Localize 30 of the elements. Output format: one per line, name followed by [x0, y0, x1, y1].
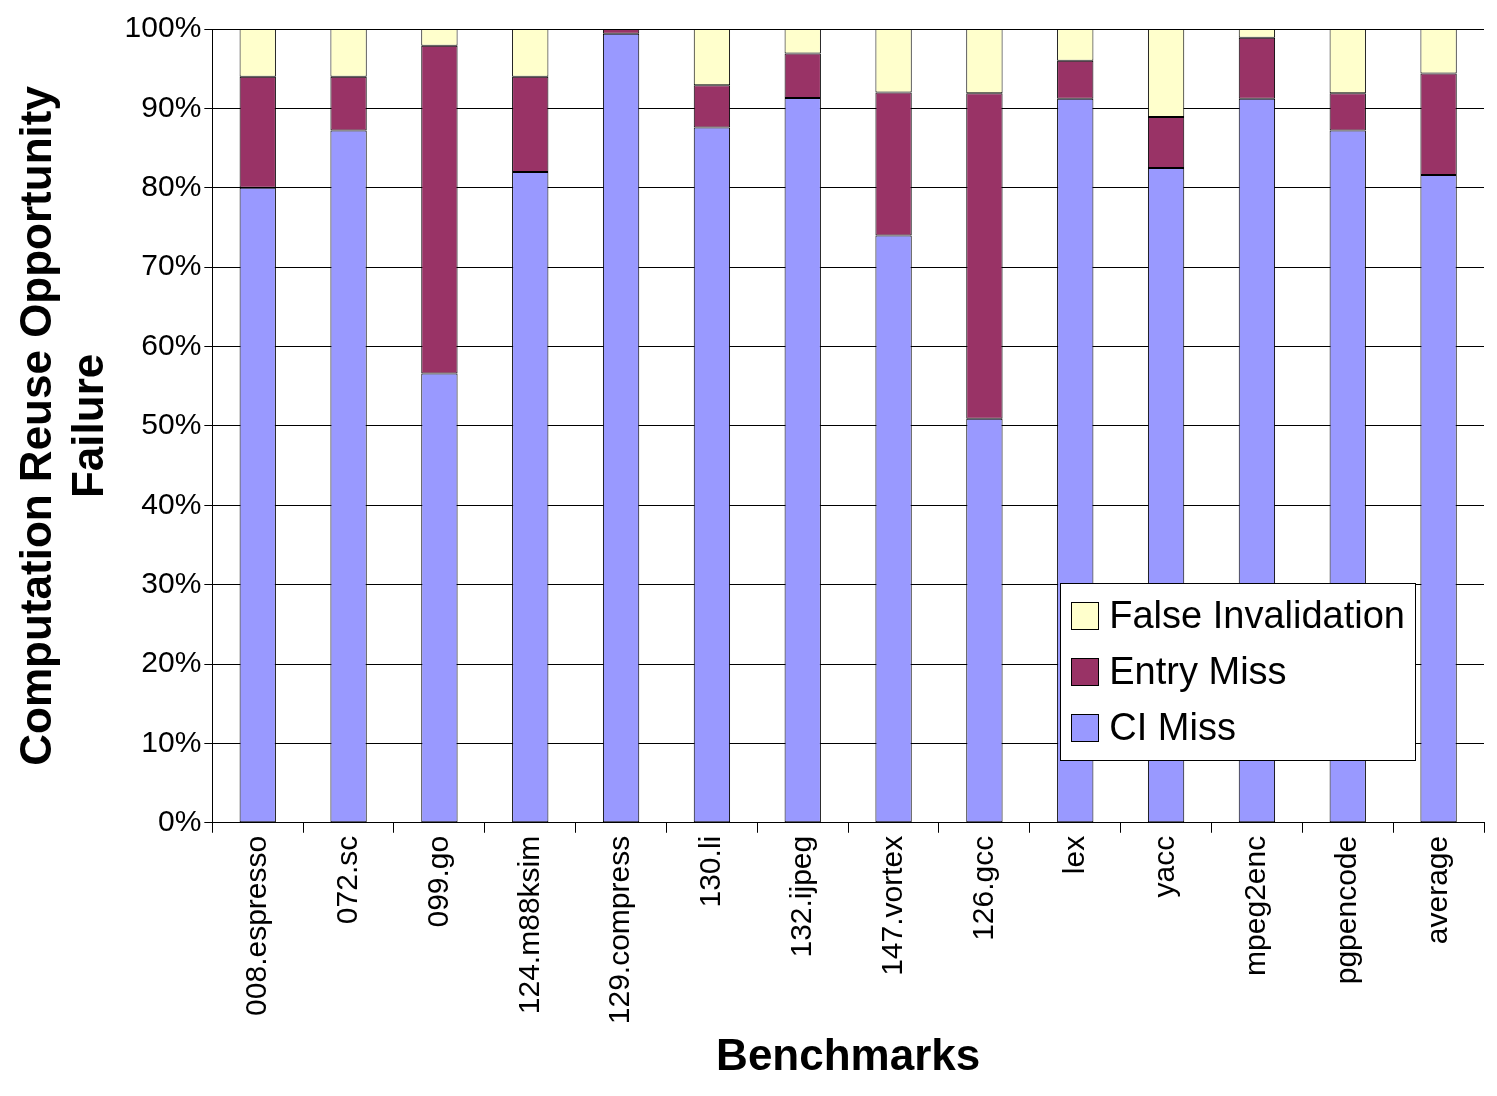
y-tick-label: 0% — [157, 804, 202, 838]
x-tick-label: 147.vortex — [874, 835, 908, 976]
x-tick-label: average — [1419, 835, 1453, 945]
legend-label: Entry Miss — [1109, 650, 1287, 694]
x-tick-label: 072.sc — [329, 835, 363, 925]
y-tick-label: 20% — [141, 645, 202, 679]
y-tick-label: 10% — [141, 724, 202, 758]
y-tick-label: 40% — [141, 486, 202, 520]
x-tick-label: 132.ijpeg — [784, 835, 818, 958]
y-tick-label: 100% — [124, 10, 202, 44]
x-tick-label: 008.espresso — [239, 835, 273, 1016]
legend-label: False Invalidation — [1109, 594, 1405, 638]
y-tick-label: 60% — [141, 327, 202, 361]
y-tick-label: 90% — [141, 89, 202, 123]
x-axis-title: Benchmarks — [716, 1029, 981, 1079]
y-axis-title: Computation Reuse Opportunity Failure — [10, 85, 113, 766]
x-tick-label: mpeg2enc — [1238, 835, 1272, 976]
x-tick-label: pgpencode — [1329, 835, 1363, 985]
y-tick-label: 30% — [141, 565, 202, 599]
y-tick-label: 50% — [141, 407, 202, 441]
x-tick-label: 124.m88ksim — [511, 835, 545, 1015]
x-tick-label: 130.li — [693, 835, 727, 908]
x-tick-label: 129.compress — [602, 835, 636, 1025]
x-tick-label: yacc — [1147, 835, 1181, 898]
x-tick-label: 126.gcc — [965, 835, 999, 941]
x-tick-label: 099.go — [420, 835, 454, 928]
y-tick-label: 70% — [141, 248, 202, 282]
x-tick-label: lex — [1056, 835, 1090, 875]
y-tick-label: 80% — [141, 169, 202, 203]
legend-label: CI Miss — [1109, 706, 1236, 750]
